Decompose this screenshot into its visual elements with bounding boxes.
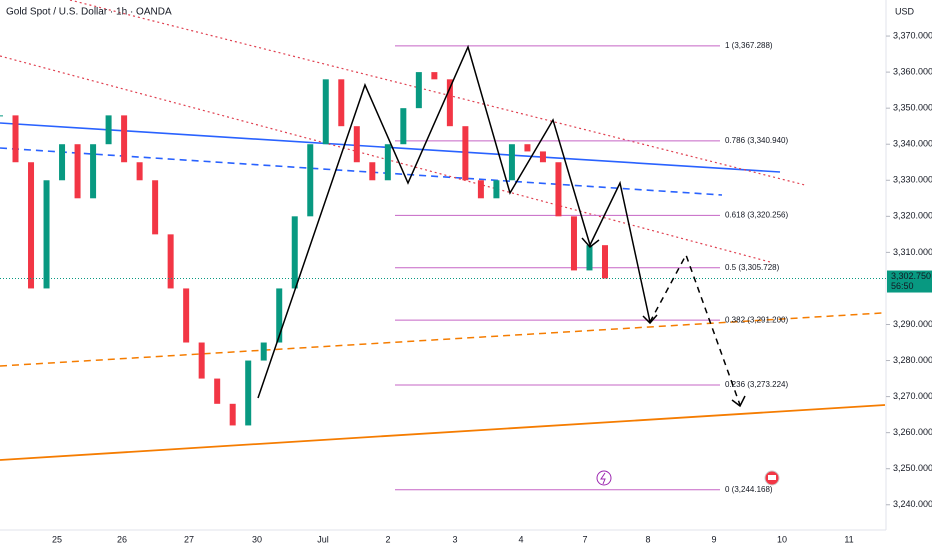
y-tick-label: 3,260.000	[893, 427, 932, 437]
y-tick-label: 3,290.000	[893, 319, 932, 329]
candle	[446, 79, 453, 127]
candle	[28, 162, 35, 289]
candle	[0, 115, 3, 117]
arrow-head	[642, 314, 658, 325]
support-line	[0, 312, 883, 367]
candle	[12, 115, 19, 163]
event-icon	[600, 472, 606, 485]
x-tick-label: 9	[711, 534, 716, 544]
candle	[167, 234, 174, 289]
x-tick-label: 26	[117, 534, 127, 544]
candle	[105, 115, 112, 145]
candle	[369, 162, 376, 181]
candle	[291, 216, 298, 289]
candle	[229, 403, 236, 426]
candle	[245, 360, 252, 426]
candle	[586, 245, 593, 271]
candle	[602, 245, 608, 279]
projection	[649, 253, 741, 406]
candle	[353, 126, 360, 163]
fib-label: 0.618 (3,320.256)	[725, 211, 788, 220]
x-tick-label: 8	[645, 534, 650, 544]
y-tick-label: 3,250.000	[893, 463, 932, 473]
x-tick-label: 3	[452, 534, 457, 544]
candle	[214, 378, 221, 404]
zigzag	[257, 44, 651, 399]
x-tick-label: Jul	[317, 534, 329, 544]
y-tick-label: 3,320.000	[893, 211, 932, 221]
candles	[0, 72, 608, 426]
x-tick-label: 2	[385, 534, 390, 544]
candle	[136, 162, 143, 181]
event-icon[interactable]	[596, 470, 612, 486]
candle	[400, 108, 407, 145]
candle	[276, 288, 283, 343]
x-tick-label: 25	[52, 534, 62, 544]
candle	[74, 144, 81, 199]
y-tick-label: 3,240.000	[893, 499, 932, 509]
y-tick-label: 3,340.000	[893, 139, 932, 149]
y-tick-label: 3,310.000	[893, 247, 932, 257]
y-tick-label: 3,370.000	[893, 30, 932, 40]
fib-label: 0.786 (3,340.940)	[725, 136, 788, 145]
candle	[322, 79, 329, 145]
candle	[59, 144, 66, 181]
channel-line	[69, 0, 806, 186]
y-tick-label: 3,350.000	[893, 103, 932, 113]
y-tick-label: 3,360.000	[893, 66, 932, 76]
support-line	[0, 404, 886, 461]
countdown: 56:50	[891, 281, 914, 291]
y-tick-label: 3,280.000	[893, 355, 932, 365]
candle	[493, 180, 500, 199]
candle	[477, 180, 484, 199]
fib-label: 0.382 (3,291.200)	[725, 315, 788, 324]
fib-label: 0.5 (3,305.728)	[725, 263, 780, 272]
candle	[508, 144, 515, 181]
x-tick-label: 7	[582, 534, 587, 544]
x-tick-label: 30	[252, 534, 262, 544]
x-tick-label: 11	[844, 534, 853, 544]
y-tick-label: 3,330.000	[893, 175, 932, 185]
trend-line	[0, 147, 723, 196]
chart-title: Gold Spot / U.S. Dollar · 1h · OANDA	[6, 7, 172, 18]
event-flag	[768, 475, 776, 480]
fib-group: 1 (3,367.288) 0.786 (3,340.940) 0.618 (3,3…	[395, 41, 788, 494]
candle	[384, 144, 391, 181]
candle	[539, 151, 546, 163]
candle	[431, 72, 438, 80]
candle	[462, 126, 469, 181]
x-tick-label: 27	[184, 534, 194, 544]
candle	[183, 288, 190, 343]
candle	[198, 342, 205, 379]
candle	[90, 144, 97, 199]
axes: 3,370.000 3,360.000 3,350.000 3,340.000 3,33…	[0, 30, 932, 544]
candle	[43, 180, 50, 289]
x-tick-label: 10	[777, 534, 787, 544]
candle	[260, 342, 267, 361]
last-price: 3,302.750	[891, 271, 931, 281]
x-tick-label: 4	[518, 534, 523, 544]
candle	[307, 144, 314, 217]
arrow-head	[581, 237, 600, 249]
candle	[121, 115, 128, 163]
candle	[570, 216, 577, 271]
last-price-box	[887, 270, 932, 293]
currency[interactable]: USD	[895, 6, 915, 16]
fib-label: 1 (3,367.288)	[725, 41, 773, 50]
candle	[555, 162, 562, 217]
candle	[524, 144, 531, 152]
candle	[338, 79, 345, 127]
candle	[152, 180, 159, 235]
fib-label: 0 (3,244.168)	[725, 485, 773, 494]
candle	[415, 72, 422, 109]
fib-label: 0.236 (3,273.224)	[725, 380, 788, 389]
arrow-head	[731, 395, 746, 408]
y-tick-label: 3,270.000	[893, 391, 932, 401]
